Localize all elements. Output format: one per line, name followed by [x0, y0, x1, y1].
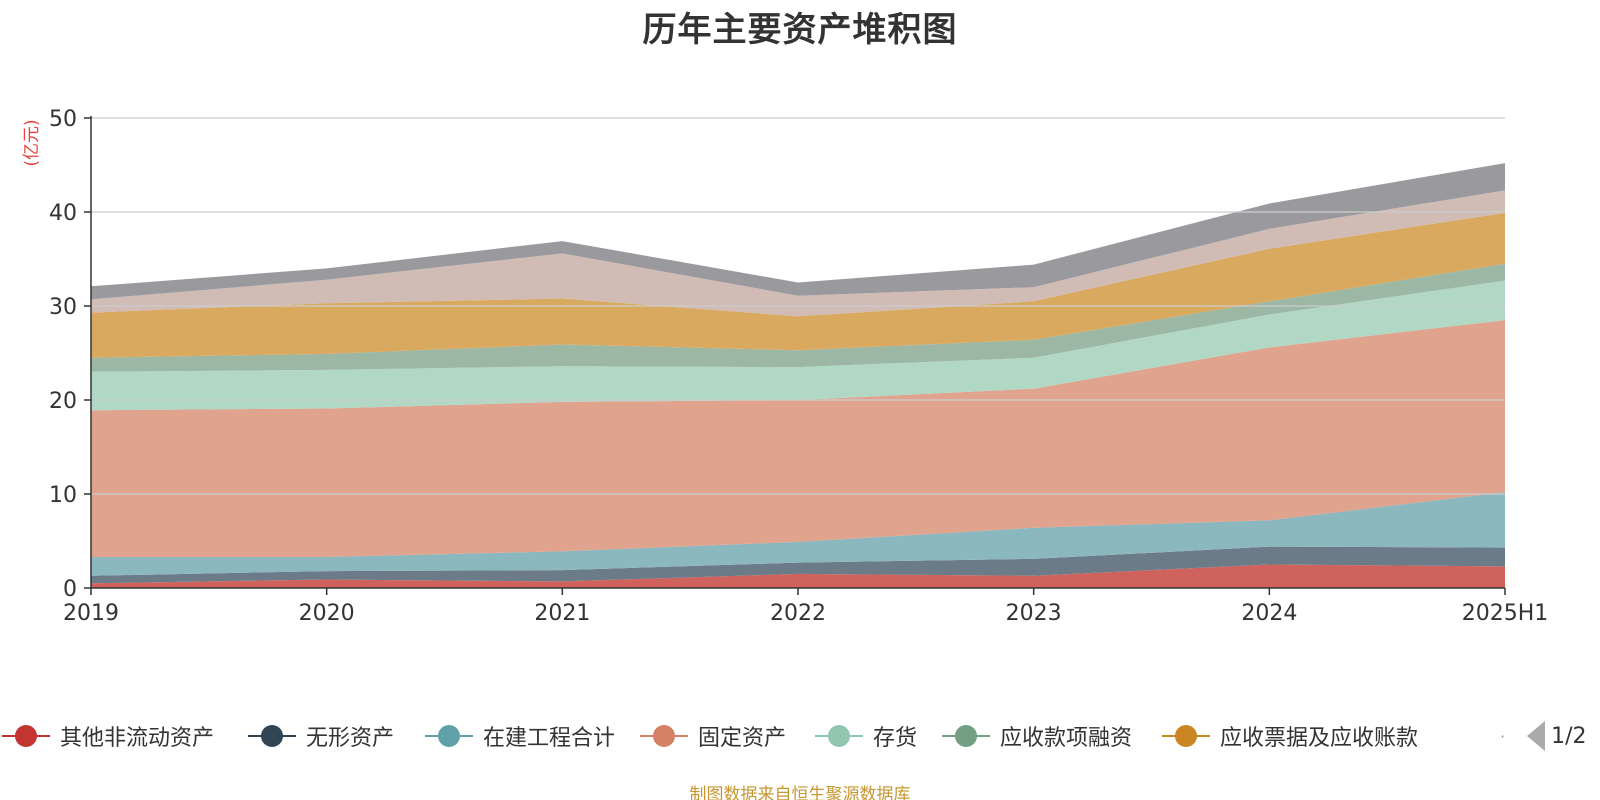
x-tick-label-4: 2023: [1006, 601, 1062, 626]
legend-item-4[interactable]: 存货: [815, 718, 917, 754]
legend-page-indicator: 1/2: [1551, 723, 1587, 749]
legend-marker-icon: [942, 723, 990, 749]
y-tick-label-2: 20: [49, 389, 77, 414]
y-tick-label-5: 50: [49, 107, 77, 132]
legend-marker-icon: [425, 723, 473, 749]
legend-item-3[interactable]: 固定资产: [640, 718, 786, 754]
legend-item-5[interactable]: 应收款项融资: [942, 718, 1132, 754]
area-series-0: [91, 564, 1505, 588]
legend-marker-icon: [2, 723, 50, 749]
legend-label: 应收票据及应收账款: [1220, 726, 1419, 751]
y-tick-label-1: 10: [49, 483, 77, 508]
legend-prev-page-icon[interactable]: [1527, 721, 1546, 751]
legend-item-1[interactable]: 无形资产: [248, 718, 394, 754]
x-tick-label-6: 2025H1: [1462, 601, 1549, 626]
x-tick-label-2: 2021: [534, 601, 590, 626]
legend-label: 在建工程合计: [483, 726, 616, 751]
legend-item-6[interactable]: 应收票据及应收账款: [1162, 718, 1418, 754]
legend-pager: · 1/2: [1500, 718, 1600, 754]
x-tick-label-3: 2022: [770, 601, 826, 626]
legend-marker-icon: [640, 723, 688, 749]
area-series-3: [91, 320, 1505, 557]
area-series-4: [91, 280, 1505, 411]
legend-item-0[interactable]: 其他非流动资产: [2, 718, 214, 754]
legend-label: 固定资产: [698, 726, 787, 751]
area-series-5: [91, 263, 1505, 372]
legend-item-2[interactable]: 在建工程合计: [425, 718, 615, 754]
area-series-7: [91, 190, 1505, 317]
x-tick-label-5: 2024: [1241, 601, 1297, 626]
y-tick-label-0: 0: [63, 577, 77, 602]
area-series-1: [91, 546, 1505, 584]
area-series-6: [91, 212, 1505, 358]
legend-label: 无形资产: [306, 726, 395, 751]
legend-marker-icon: [248, 723, 296, 749]
x-tick-label-1: 2020: [299, 601, 355, 626]
legend-page-separator: ·: [1500, 726, 1506, 746]
legend-label: 应收款项融资: [1000, 726, 1133, 751]
legend-marker-icon: [1162, 723, 1210, 749]
legend-label: 存货: [873, 726, 918, 751]
y-tick-label-3: 30: [49, 295, 77, 320]
x-tick-label-0: 2019: [63, 601, 119, 626]
area-series-2: [91, 492, 1505, 576]
y-axis-unit-label: (亿元): [22, 119, 42, 166]
chart-title: 历年主要资产堆积图: [642, 10, 958, 50]
legend-label: 其他非流动资产: [60, 726, 215, 751]
legend: 其他非流动资产 无形资产 在建工程合计 固定资产 存货 应收款项融资 应收票据及应收账款: [0, 718, 1600, 754]
area-series-8: [91, 163, 1505, 300]
data-source-footnote: 制图数据来自恒生聚源数据库: [689, 785, 911, 800]
y-tick-label-4: 40: [49, 201, 77, 226]
legend-marker-icon: [815, 723, 863, 749]
